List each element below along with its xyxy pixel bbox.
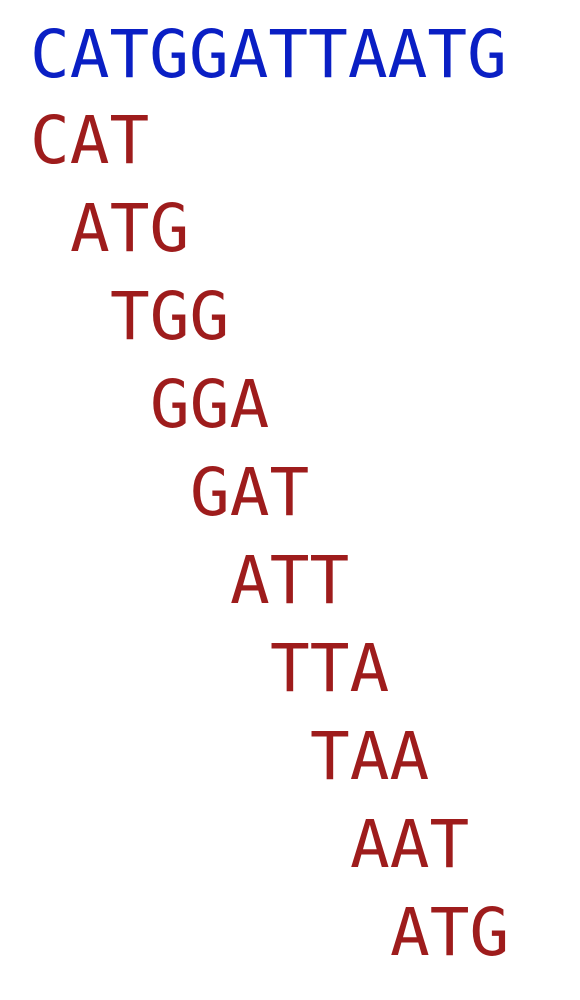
kmer-2: ATG [70,190,190,267]
kmer-3: TGG [110,278,230,355]
sequence-text: CATGGATTAATG [30,16,507,93]
kmer-9: AAT [350,806,470,883]
kmer-5: GAT [190,454,310,531]
kmer-1: CAT [30,102,150,179]
kmer-8: TAA [310,718,430,795]
kmer-4: GGA [150,366,270,443]
kmer-10: ATG [390,894,510,971]
kmer-7: TTA [270,630,390,707]
kmer-6: ATT [230,542,350,619]
